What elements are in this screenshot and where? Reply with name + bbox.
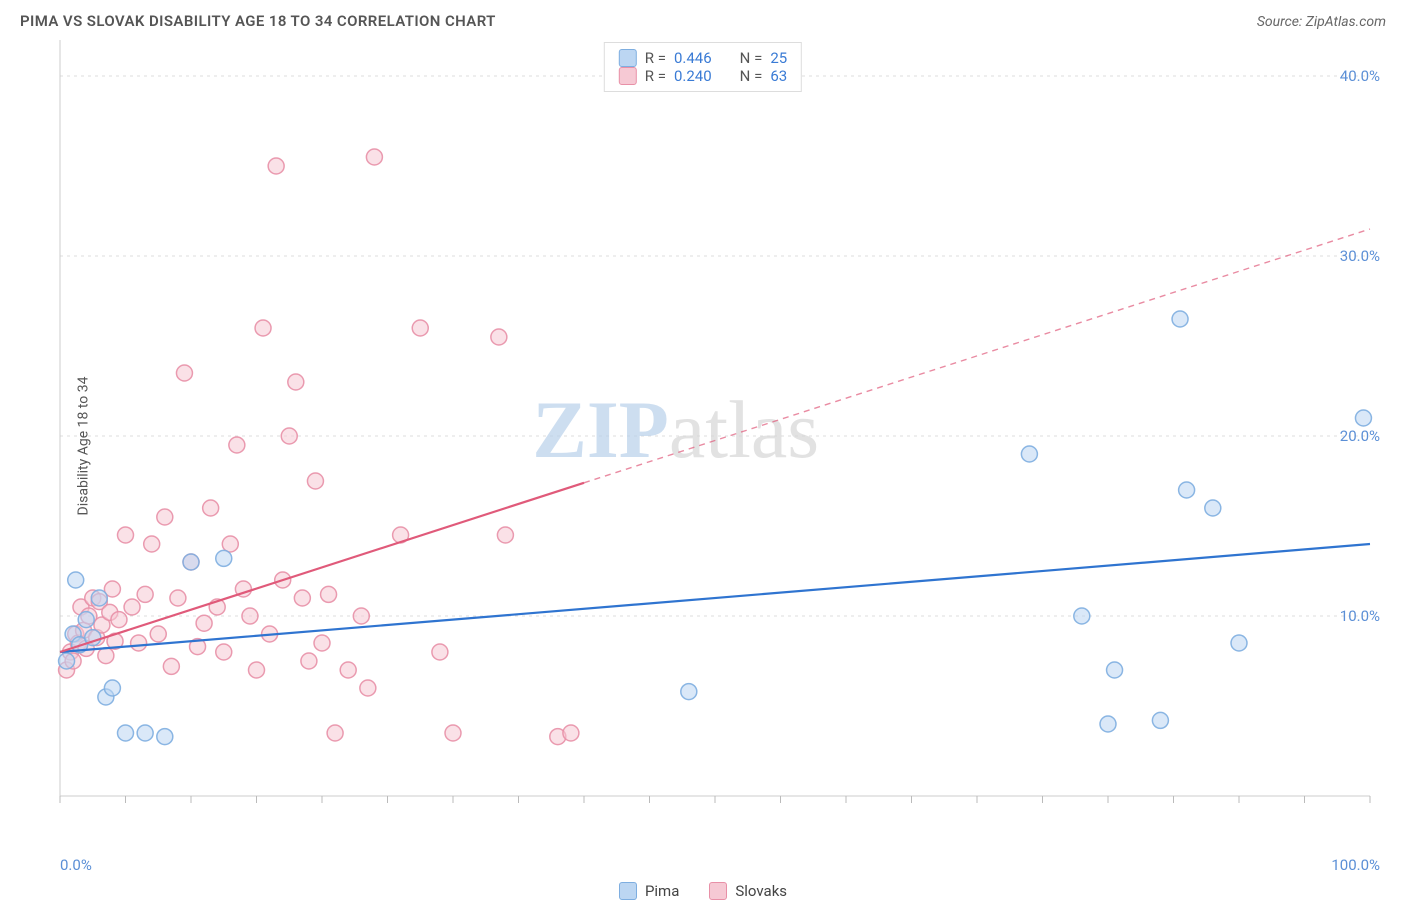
pima-point (681, 684, 697, 700)
slovaks-point (360, 680, 376, 696)
pima-point (137, 725, 153, 741)
x-min-label: 0.0% (60, 856, 92, 874)
slovaks-point (340, 662, 356, 678)
legend-label: Slovaks (735, 882, 787, 900)
legend-label: Pima (645, 882, 679, 900)
slovaks-point (150, 626, 166, 642)
slovaks-point (242, 608, 258, 624)
pima-point (68, 572, 84, 588)
slovaks-point (170, 590, 186, 606)
pima-point (1231, 635, 1247, 651)
chart-container: Disability Age 18 to 34 ZIPatlas 10.0% 20… (20, 36, 1386, 856)
slovaks-point (445, 725, 461, 741)
slovaks-point (288, 374, 304, 390)
slovaks-point (268, 158, 284, 174)
slovaks-point (563, 725, 579, 741)
slovaks-point (327, 725, 343, 741)
slovaks-point (307, 473, 323, 489)
slovaks-point (118, 527, 134, 543)
slovaks-point (432, 644, 448, 660)
pima-point (1152, 712, 1168, 728)
legend-row-slovaks: R = 0.240 N = 63 (619, 67, 787, 85)
y-tick-label: 40.0% (1340, 67, 1380, 85)
slovaks-point (216, 644, 232, 660)
slovaks-point (314, 635, 330, 651)
pima-point (1074, 608, 1090, 624)
slovaks-point (301, 653, 317, 669)
legend-row-pima: R = 0.446 N = 25 (619, 49, 787, 67)
r-label: R = (645, 67, 666, 85)
slovaks-point (111, 612, 127, 628)
correlation-legend: R = 0.446 N = 25 R = 0.240 N = 63 (604, 42, 802, 92)
chart-title: PIMA VS SLOVAK DISABILITY AGE 18 TO 34 C… (20, 12, 496, 30)
slovaks-trendline (60, 483, 584, 652)
slovaks-point (491, 329, 507, 345)
pima-point (1100, 716, 1116, 732)
slovaks-point (137, 586, 153, 602)
legend-item-pima: Pima (619, 882, 679, 900)
slovaks-point (294, 590, 310, 606)
pima-point (78, 612, 94, 628)
legend-swatch (619, 67, 637, 85)
n-label: N = (740, 67, 763, 85)
n-value: 63 (770, 67, 787, 85)
r-label: R = (645, 49, 666, 67)
pima-point (1205, 500, 1221, 516)
n-value: 25 (770, 49, 787, 67)
slovaks-point (176, 365, 192, 381)
legend-swatch (709, 882, 727, 900)
n-label: N = (740, 49, 763, 67)
y-tick-label: 30.0% (1340, 247, 1380, 265)
legend-item-slovaks: Slovaks (709, 882, 787, 900)
slovaks-point (321, 586, 337, 602)
scatter-chart: ZIPatlas (20, 36, 1386, 816)
slovaks-point (353, 608, 369, 624)
slovaks-point (497, 527, 513, 543)
svg-text:ZIPatlas: ZIPatlas (532, 384, 819, 475)
r-value: 0.240 (674, 67, 712, 85)
slovaks-trendline-extrapolated (584, 229, 1370, 483)
slovaks-point (124, 599, 140, 615)
pima-point (1107, 662, 1123, 678)
slovaks-point (157, 509, 173, 525)
series-legend: Pima Slovaks (20, 882, 1386, 900)
slovaks-point (222, 536, 238, 552)
pima-point (1021, 446, 1037, 462)
slovaks-point (131, 635, 147, 651)
legend-swatch (619, 882, 637, 900)
pima-point (183, 554, 199, 570)
pima-point (91, 590, 107, 606)
pima-point (118, 725, 134, 741)
slovaks-point (144, 536, 160, 552)
y-tick-label: 10.0% (1340, 607, 1380, 625)
slovaks-point (98, 648, 114, 664)
x-max-label: 100.0% (1331, 856, 1380, 874)
slovaks-point (255, 320, 271, 336)
slovaks-point (196, 615, 212, 631)
pima-point (1172, 311, 1188, 327)
slovaks-point (281, 428, 297, 444)
slovaks-point (412, 320, 428, 336)
y-axis-label: Disability Age 18 to 34 (75, 377, 91, 516)
source-label: Source: ZipAtlas.com (1257, 14, 1386, 30)
slovaks-point (203, 500, 219, 516)
slovaks-point (229, 437, 245, 453)
y-tick-label: 20.0% (1340, 427, 1380, 445)
legend-swatch (619, 49, 637, 67)
x-axis-labels: 0.0% 100.0% (20, 856, 1386, 878)
slovaks-point (163, 658, 179, 674)
pima-point (157, 729, 173, 745)
pima-point (1179, 482, 1195, 498)
r-value: 0.446 (674, 49, 712, 67)
pima-point (59, 653, 75, 669)
pima-point (1355, 410, 1371, 426)
slovaks-point (366, 149, 382, 165)
pima-trendline (60, 544, 1370, 652)
pima-point (104, 680, 120, 696)
slovaks-point (249, 662, 265, 678)
pima-point (216, 550, 232, 566)
